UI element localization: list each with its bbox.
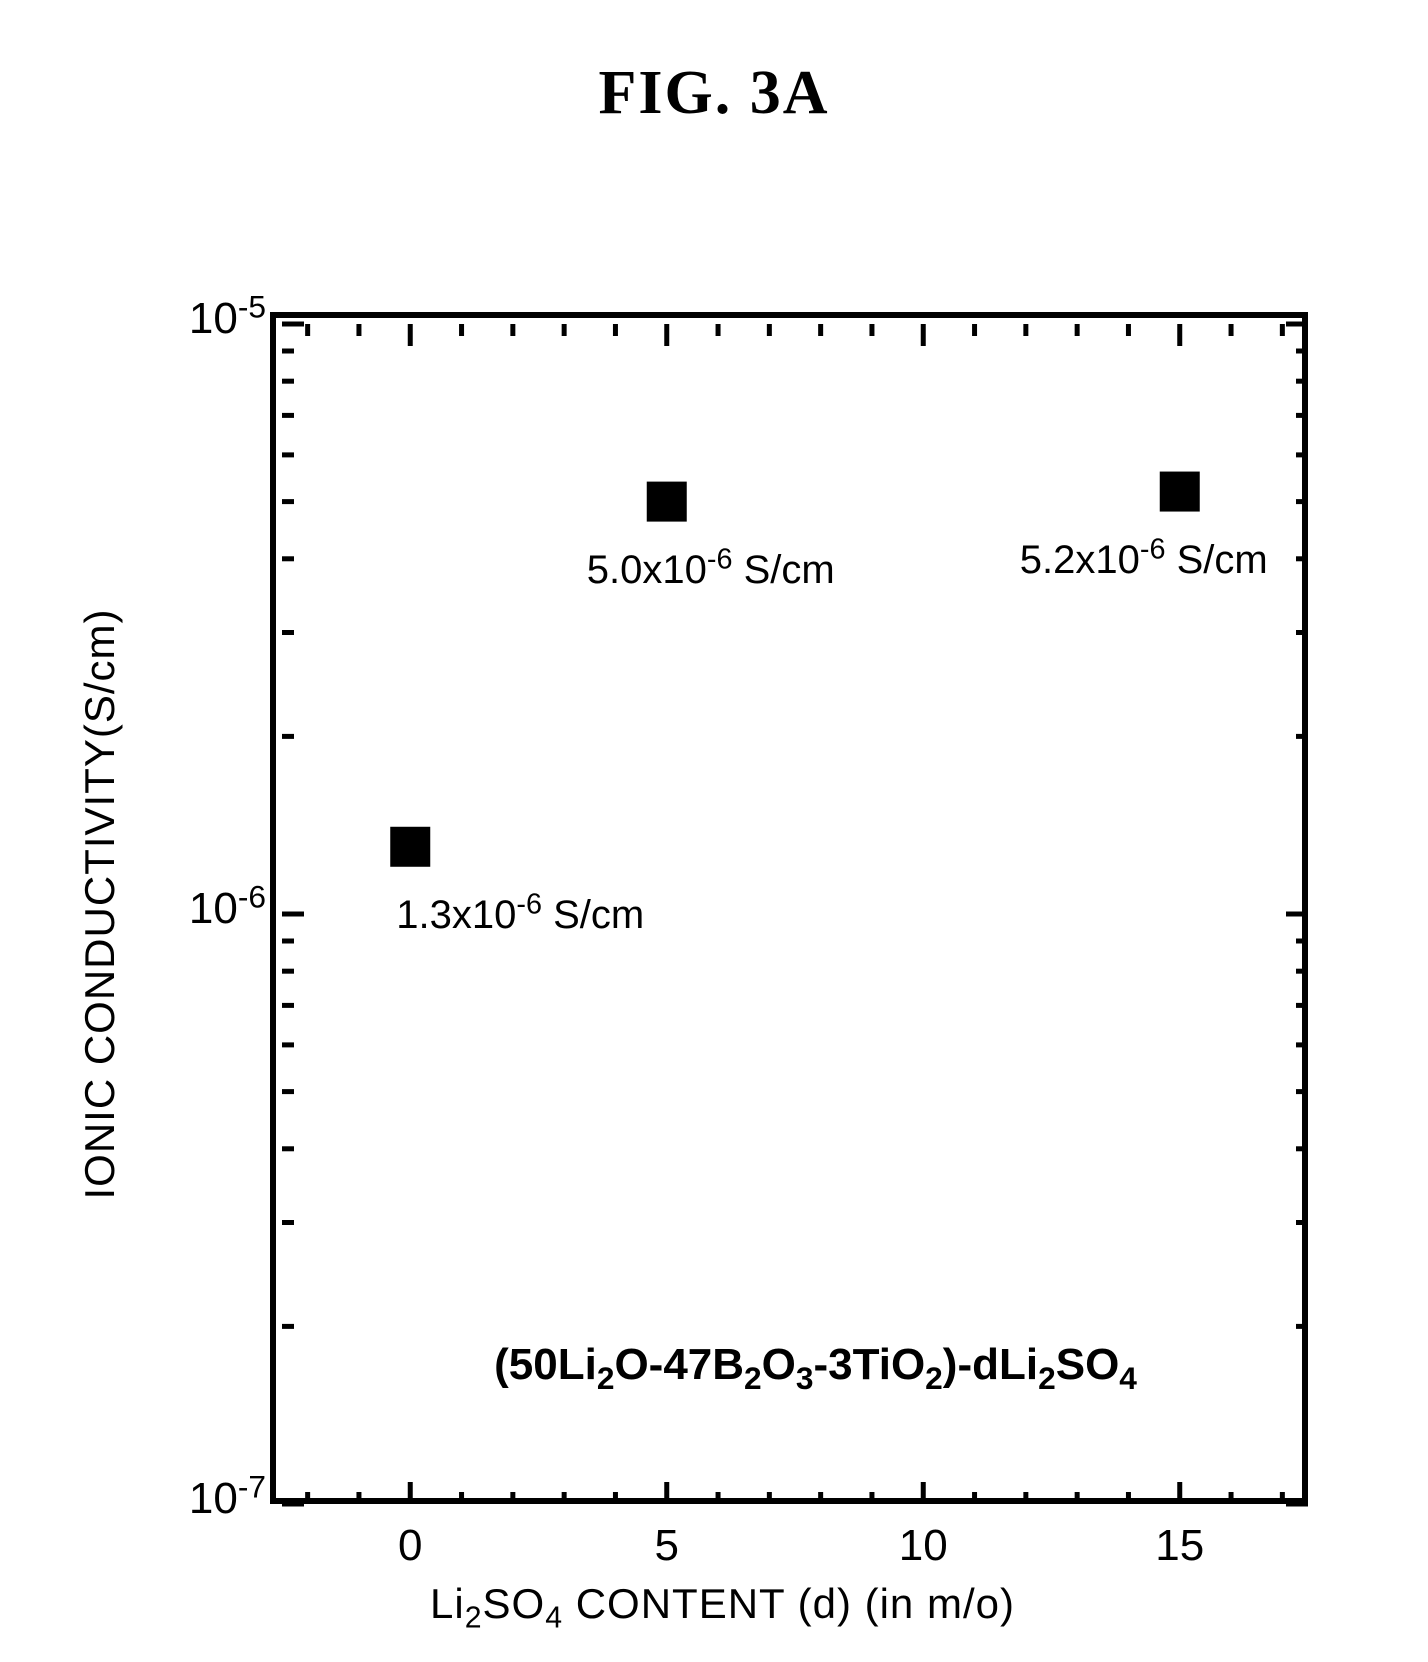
data-point <box>390 827 430 867</box>
data-point <box>647 482 687 522</box>
point-annotation: 5.2x10-6 S/cm <box>1020 538 1380 608</box>
y-tick-label: 10-6 <box>106 884 266 944</box>
y-tick-label: 10-5 <box>106 294 266 354</box>
page: FIG. 3A IONIC CONDUCTIVITY(S/cm) 10-510-… <box>0 0 1428 1662</box>
x-tick-label: 5 <box>655 1521 679 1570</box>
data-point <box>1160 472 1200 512</box>
plot-svg: 10-510-610-70510151.3x10-6 S/cm5.0x10-6 … <box>276 318 1314 1510</box>
figure-title: FIG. 3A <box>0 58 1428 129</box>
y-tick-label: 10-7 <box>106 1474 266 1534</box>
composition-label: (50Li2O-47B2O3-3TiO2)-dLi2SO4 <box>396 1340 1236 1420</box>
point-annotation: 5.0x10-6 S/cm <box>587 548 947 618</box>
x-tick-label: 0 <box>398 1521 422 1570</box>
x-axis-label: Li2SO4 CONTENT (d) (in m/o) <box>430 1580 1015 1628</box>
x-tick-label: 15 <box>1155 1521 1204 1570</box>
plot-area: 10-510-610-70510151.3x10-6 S/cm5.0x10-6 … <box>270 312 1308 1504</box>
point-annotation: 1.3x10-6 S/cm <box>396 893 756 963</box>
x-tick-label: 10 <box>899 1521 948 1570</box>
